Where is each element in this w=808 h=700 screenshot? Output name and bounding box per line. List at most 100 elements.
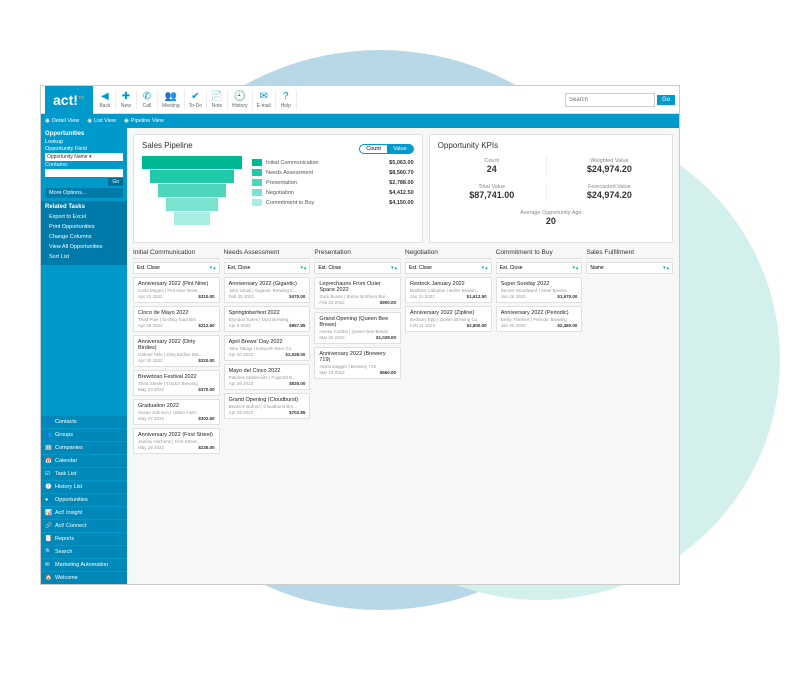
new-icon: ✚ [120, 91, 132, 103]
opportunity-card[interactable]: Anniversary 2022 (Zipline)Bethany Epp | … [405, 306, 492, 332]
toolbar-meeting-button[interactable]: 👥Meeting [158, 90, 185, 110]
legend-swatch [252, 199, 262, 206]
tab-pipeline-view[interactable]: ◉ Pipeline View [124, 118, 164, 124]
logo-text: act! [53, 92, 78, 108]
nav-marketing-automation[interactable]: ✉Marketing Automation [41, 558, 127, 571]
opportunity-card[interactable]: Graduation 2022Susan Johnson | Urban Far… [133, 399, 220, 425]
toolbar-history-button[interactable]: 🕘History [228, 90, 253, 110]
nav-companies[interactable]: 🏢Companies [41, 441, 127, 454]
toggle-count[interactable]: Count [360, 145, 387, 153]
toolbar-back-button[interactable]: ◀Back [95, 90, 116, 110]
count-value-toggle[interactable]: Count Value [359, 144, 413, 154]
nav-act-connect[interactable]: 🔗Act! Connect [41, 519, 127, 532]
task-view-all-opportunities[interactable]: View All Opportunities [45, 242, 123, 252]
contacts-icon: 👤 [45, 419, 52, 426]
more-options-link[interactable]: More Options... [45, 188, 123, 198]
opportunity-card[interactable]: Anniversary 2022 (Dirty Birdies)Gabriel … [133, 335, 220, 367]
nav-history-list[interactable]: 🕘History List [41, 480, 127, 493]
to-do-icon: ✔ [189, 91, 201, 103]
opportunities-icon: ● [45, 497, 52, 504]
opportunity-card[interactable]: Grand Opening (Cloudburst)Beatrice Bufor… [224, 393, 311, 419]
sort-down-icon: ▾ [572, 265, 575, 271]
related-tasks-title: Related Tasks [45, 204, 123, 210]
sort-up-icon: ▴ [395, 265, 398, 271]
search-icon: 🔍 [45, 549, 52, 556]
toolbar-to-do-button[interactable]: ✔To-Do [185, 90, 207, 110]
task-sort-list[interactable]: Sort List [45, 252, 123, 262]
nav-calendar[interactable]: 📅Calendar [41, 454, 127, 467]
opportunity-card[interactable]: Anniversary 2022 (First Street)Jaimey Hi… [133, 428, 220, 454]
legend-swatch [252, 189, 262, 196]
sort-up-icon: ▴ [485, 265, 488, 271]
opportunity-card[interactable]: Leprechauns From Outer Space 2022Zack Bu… [314, 277, 401, 309]
opportunity-card[interactable]: Super Sunday 2022Dennis Woodward | Steel… [496, 277, 583, 303]
history-icon: 🕘 [234, 91, 246, 103]
kanban-col-initial-communication: Initial Communication Est. Close▾▴ Anniver… [133, 249, 220, 457]
task-print-opportunities[interactable]: Print Opportunities [45, 222, 123, 232]
nav-contacts[interactable]: 👤Contacts [41, 415, 127, 428]
opportunity-card[interactable]: Anniversary 2022 (Gigantic)John Umali | … [224, 277, 311, 303]
kanban-sort[interactable]: Name▾▴ [586, 262, 673, 274]
funnel-segment-4 [174, 212, 210, 225]
nav-task-list[interactable]: ☑Task List [41, 467, 127, 480]
opportunity-field-select[interactable]: Opportunity Name ▾ [45, 153, 123, 161]
tab-detail-view[interactable]: ◉ Detail View [45, 118, 79, 124]
nav-opportunities[interactable]: ●Opportunities [41, 493, 127, 506]
meeting-icon: 👥 [165, 91, 177, 103]
sort-up-icon: ▴ [576, 265, 579, 271]
opportunity-card[interactable]: Cinco de Mayo 2022Thad Pole | Smiling To… [133, 306, 220, 332]
kanban-sort[interactable]: Est. Close▾▴ [496, 262, 583, 274]
opportunity-card[interactable]: Grand Opening (Queen Bee Brews)Honey Com… [314, 312, 401, 344]
nav-reports[interactable]: 📑Reports [41, 532, 127, 545]
sort-down-icon: ▾ [210, 265, 213, 271]
legend-row-3: Negotiation$4,412.50 [252, 189, 414, 196]
opportunity-card[interactable]: Mayo del Cinco 2022Patches McBiscuits | … [224, 364, 311, 390]
opportunity-card[interactable]: Anniversary 2022 (Brewery 719)Justin Dag… [314, 347, 401, 379]
legend-swatch [252, 159, 262, 166]
opportunity-card[interactable]: Springtoberfest 2022Bryndon Soles | Dust… [224, 306, 311, 332]
app-window: act!™ ◀Back✚New✆Call👥Meeting✔To-Do📄Note🕘… [40, 85, 680, 585]
sort-up-icon: ▴ [304, 265, 307, 271]
toolbar-new-button[interactable]: ✚New [116, 90, 137, 110]
task-export-to-excel[interactable]: Export to Excel [45, 212, 123, 222]
contains-input[interactable] [45, 169, 123, 177]
kanban-col-commitment-to-buy: Commitment to BuyEst. Close▾▴Super Sunda… [496, 249, 583, 457]
sidebar: Opportunities Lookup Opportunity Field O… [41, 128, 127, 584]
search-go-button[interactable]: Go [657, 95, 675, 105]
opportunity-card[interactable]: Anniversary 2022 (Pint Nine)Carla Mogna … [133, 277, 220, 303]
search-input[interactable] [565, 93, 655, 107]
opportunity-card[interactable]: Restock January 2022Bubbles Callahan | B… [405, 277, 492, 303]
kanban-sort[interactable]: Est. Close▾▴ [405, 262, 492, 274]
toggle-value[interactable]: Value [387, 145, 413, 153]
kpi-title: Opportunity KPIs [438, 141, 664, 150]
app-logo: act!™ [45, 86, 93, 114]
toolbar-call-button[interactable]: ✆Call [137, 90, 158, 110]
task-change-columns[interactable]: Change Columns [45, 232, 123, 242]
nav-groups[interactable]: 👥Groups [41, 428, 127, 441]
kanban-col-title: Sales Fulfillment [586, 249, 673, 259]
opportunity-card[interactable]: Anniversary 2022 (Periodic)Emily Thieber… [496, 306, 583, 332]
content-area: Sales Pipeline Count Value Initial Commu… [127, 128, 679, 584]
kanban-sort[interactable]: Est. Close▾▴ [314, 262, 401, 274]
toolbar-help-button[interactable]: ?Help [276, 90, 297, 110]
kanban-col-title: Negotiation [405, 249, 492, 259]
lookup-go-button[interactable]: Go [108, 178, 123, 186]
kpi-panel: Opportunity KPIs Count24Weighted Value$2… [429, 134, 673, 243]
kanban-col-title: Initial Communication [133, 249, 220, 259]
tab-list-view[interactable]: ◉ List View [87, 118, 116, 124]
funnel-segment-3 [166, 198, 218, 211]
opportunity-card[interactable]: Brewdoso Festival 2022Shira Steele | Tra… [133, 370, 220, 396]
nav-search[interactable]: 🔍Search [41, 545, 127, 558]
toolbar-note-button[interactable]: 📄Note [207, 90, 228, 110]
funnel-chart [142, 156, 242, 236]
kanban-sort[interactable]: Est. Close▾▴ [133, 262, 220, 274]
toolbar-e-mail-button[interactable]: ✉E-mail [253, 90, 276, 110]
sort-up-icon: ▴ [213, 265, 216, 271]
field-label: Opportunity Field [45, 146, 123, 152]
nav-act-insight[interactable]: 📊Act! Insight [41, 506, 127, 519]
nav-welcome[interactable]: 🏠Welcome [41, 571, 127, 584]
opportunity-card[interactable]: April Brews' Day 2022Taka Takagi | Kukuz… [224, 335, 311, 361]
kanban-sort[interactable]: Est. Close▾▴ [224, 262, 311, 274]
act-connect-icon: 🔗 [45, 523, 52, 530]
task-list-icon: ☑ [45, 471, 52, 478]
